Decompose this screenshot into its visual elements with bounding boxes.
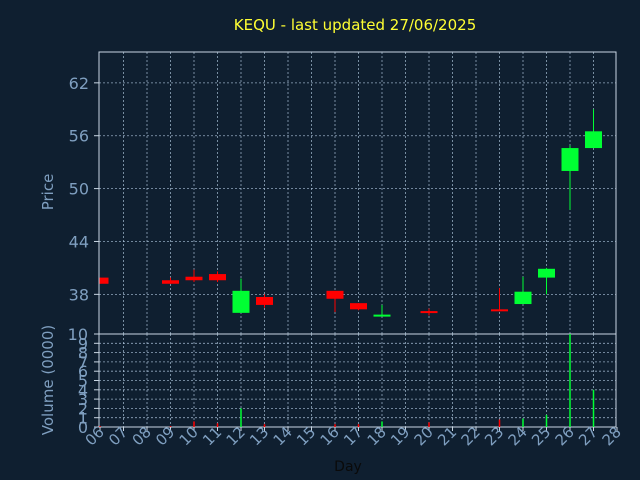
volume-bar [381,421,383,427]
candle-body [256,296,273,305]
price-axis-label: Price [39,174,57,211]
chart-title: KEQU - last updated 27/06/2025 [234,16,476,34]
price-tick-label: 38 [69,285,89,304]
volume-tick-label: 3 [78,390,88,409]
volume-bar [592,389,595,427]
volume-tick-label: 8 [78,344,88,363]
day-axis-ticks: 0607080910111213141516171819202122232425… [82,423,625,449]
volume-tick-label: 0 [78,418,88,437]
candle-body [162,280,179,284]
candle-body [232,290,250,313]
candle-body [514,291,532,305]
candle-body [373,314,391,317]
volume-bar [545,414,548,427]
volume-tick-label: 7 [78,353,88,372]
candle-body [561,148,579,171]
volume-tick-label: 5 [78,372,88,391]
candle-body [350,303,367,310]
volume-bar [334,424,336,427]
volume-bar [193,421,195,427]
volume-bar [522,418,524,427]
candle-body [538,268,555,278]
candle-body [420,311,438,314]
candle-body [326,290,344,299]
volume-bar [428,422,430,427]
candles [99,109,602,317]
candle-body [585,131,602,149]
volume-tick-label: 9 [78,334,88,353]
candle-body [100,277,109,284]
volume-tick-label: 2 [78,399,88,418]
price-tick-label: 44 [69,232,89,251]
price-plot-frame [98,51,617,335]
day-axis-label: Day [334,459,362,475]
volume-bars [99,334,595,427]
volume-bar [169,426,172,427]
volume-tick-label: 1 [78,409,88,428]
price-tick-label: 56 [69,127,89,146]
volume-axis-label: Volume (0000) [39,325,57,435]
volume-bar [357,424,360,427]
price-axis-ticks: 38 44 50 56 62 [69,74,99,304]
candle-body [185,276,203,281]
volume-bar [498,419,501,427]
price-tick-label: 62 [69,74,89,93]
volume-tick-label: 4 [78,381,88,400]
volume-bar [569,334,571,427]
volume-bar [99,426,101,427]
volume-bar [240,408,242,427]
volume-tick-label: 10 [68,325,88,344]
volume-bar [263,424,266,427]
candle-body [209,274,226,281]
volume-bar [216,423,219,427]
candle-body [491,309,508,312]
price-tick-label: 50 [69,180,89,199]
volume-tick-label: 6 [78,362,88,381]
grid [99,52,616,427]
